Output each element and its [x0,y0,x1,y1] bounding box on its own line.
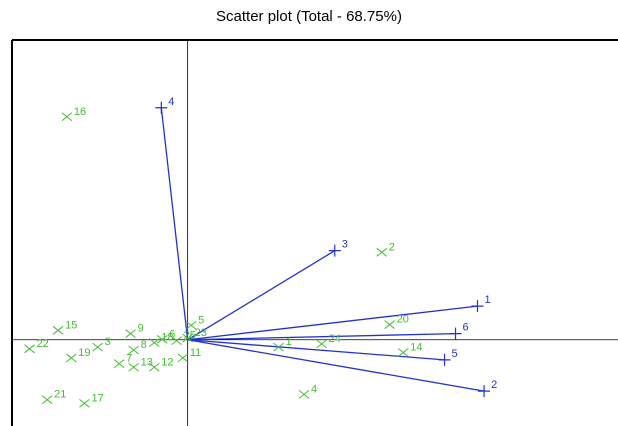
vector-label-1: 1 [484,294,490,306]
chart-title: Scatter plot (Total - 68.75%) [216,8,402,25]
point-label-12: 12 [161,356,173,368]
point-marker-3 [92,342,103,352]
vector-label-5: 5 [452,348,458,360]
point-label-4: 4 [311,383,317,395]
point-label-25: 25 [184,330,196,342]
point-marker-22 [24,344,35,354]
point-label-2: 2 [389,241,395,253]
vector-line-5 [187,339,445,361]
point-marker-16 [61,112,73,122]
point-label-22: 22 [37,338,49,350]
point-marker-9 [125,329,136,338]
vector-marker-4 [155,101,168,114]
point-marker-1 [273,342,284,352]
point-marker-18 [148,338,160,348]
point-label-14: 14 [410,341,422,353]
point-label-11: 11 [190,347,201,359]
plot-frame [11,39,618,426]
point-label-19: 19 [78,347,90,359]
point-marker-14 [397,348,409,357]
vector-line-1 [187,305,478,341]
point-label-7: 7 [126,353,132,365]
point-label-16: 16 [74,106,86,118]
point-marker-2 [376,247,388,257]
point-label-5: 5 [198,314,204,326]
vector-line-6 [187,332,456,341]
point-marker-25 [171,336,182,345]
point-label-15: 15 [65,319,77,331]
vector-line-2 [187,339,485,392]
point-marker-19 [65,353,77,363]
point-label-21: 21 [54,389,66,401]
point-marker-15 [52,325,64,335]
point-marker-12 [148,362,160,372]
point-label-13: 13 [141,356,153,368]
point-marker-24 [316,339,327,349]
vector-marker-6 [449,327,462,340]
point-marker-13 [128,362,139,372]
point-marker-5 [185,321,197,330]
vector-label-3: 3 [342,239,348,251]
point-label-6: 6 [169,328,175,340]
vector-label-4: 4 [168,96,174,108]
point-label-20: 20 [397,314,409,326]
point-label-8: 8 [141,339,147,351]
point-marker-23 [182,333,193,343]
point-marker-11 [177,353,189,363]
vector-marker-2 [478,385,491,398]
vector-label-6: 6 [463,322,469,334]
point-label-17: 17 [91,392,103,404]
point-marker-4 [298,389,310,399]
point-label-1: 1 [286,336,292,348]
point-marker-6 [156,334,168,344]
point-label-24: 24 [329,333,341,345]
point-marker-8 [128,345,139,355]
point-marker-21 [41,395,53,405]
vector-marker-3 [328,244,341,257]
vector-marker-5 [438,353,451,366]
point-marker-20 [384,320,395,329]
axes [12,40,618,426]
point-label-23: 23 [195,327,207,339]
vector-line-4 [160,107,189,340]
vector-line-3 [187,250,336,341]
vector-label-2: 2 [491,379,497,391]
point-label-18: 18 [161,332,173,344]
point-marker-17 [79,399,90,408]
point-marker-7 [113,359,125,368]
vector-marker-1 [471,300,484,313]
point-label-9: 9 [138,323,144,335]
point-label-3: 3 [105,336,111,348]
